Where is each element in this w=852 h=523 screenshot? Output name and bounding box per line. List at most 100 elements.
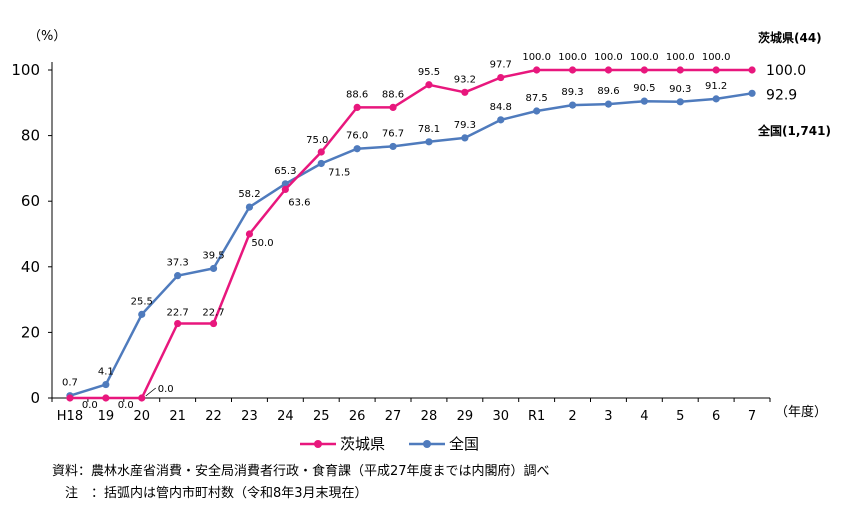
x-tick-label: 22 xyxy=(205,409,222,424)
data-label-1: 87.5 xyxy=(526,93,548,104)
data-point-0 xyxy=(353,103,361,111)
x-tick-label: 6 xyxy=(712,409,720,424)
data-point-1 xyxy=(533,107,541,115)
data-label-0: 100.0 xyxy=(702,52,731,63)
x-tick-label: 21 xyxy=(169,409,186,424)
data-label-1: 65.3 xyxy=(274,166,296,177)
data-point-0 xyxy=(102,394,110,402)
data-label-0: 95.5 xyxy=(418,67,440,78)
y-tick-label: 100 xyxy=(11,61,40,79)
series-lines xyxy=(66,66,756,402)
data-point-0 xyxy=(568,66,577,74)
data-label-0: 100.0 xyxy=(594,52,623,63)
y-tick-label: 0 xyxy=(30,389,40,407)
data-point-1 xyxy=(138,310,146,318)
data-point-0 xyxy=(245,230,254,238)
data-labels: 0.0 0.0 22.7 22.7 50.0 63.6 75.0 88.6 88.6 95.5 93… xyxy=(62,30,831,411)
data-label-1: 76.0 xyxy=(346,131,368,142)
legend-item-ibaraki: 茨城県 xyxy=(298,433,385,454)
end-label-ibaraki: 100.0 xyxy=(766,63,806,79)
data-label-0: 100.0 xyxy=(522,52,551,63)
footnote: 注 ：括弧内は管内市町村数（令和8年3月末現在） xyxy=(52,486,368,501)
data-point-0 xyxy=(209,319,218,328)
data-label-1: 4.1 xyxy=(98,367,114,378)
data-label-1: 58.2 xyxy=(238,189,260,200)
x-tick-label: 25 xyxy=(313,409,330,424)
x-tick-label: 27 xyxy=(385,409,402,424)
data-point-1 xyxy=(317,159,325,168)
data-label-0: 0.0 xyxy=(118,400,134,411)
x-unit-label: （年度） xyxy=(775,404,827,420)
data-label-1: 79.3 xyxy=(454,120,476,131)
data-label-1: 78.1 xyxy=(418,124,440,135)
x-tick-label: 26 xyxy=(349,409,366,424)
x-tick-label: 23 xyxy=(241,409,258,424)
series-tag-national: 全国(1,741) xyxy=(757,123,831,138)
data-point-1 xyxy=(568,101,577,109)
legend-item-national: 全国 xyxy=(407,433,479,454)
x-tick-label: 3 xyxy=(604,409,612,424)
data-point-1 xyxy=(174,272,182,280)
data-label-1: 37.3 xyxy=(167,258,189,269)
data-point-0 xyxy=(138,394,146,402)
data-point-1 xyxy=(748,89,756,97)
data-point-0 xyxy=(676,66,684,74)
x-tick-label: 4 xyxy=(640,409,648,424)
series-line-0 xyxy=(70,68,752,400)
data-point-1 xyxy=(102,380,110,389)
callout-leader xyxy=(145,387,156,397)
callout-label: 0.0 xyxy=(158,384,174,395)
data-label-1: 89.3 xyxy=(561,87,583,98)
x-tick-label: 19 xyxy=(98,409,115,424)
y-tick-label: 80 xyxy=(21,127,40,145)
data-label-1: 39.5 xyxy=(202,250,224,261)
legend-swatch-ibaraki xyxy=(300,439,336,448)
y-tick-label: 20 xyxy=(21,323,40,341)
data-point-1 xyxy=(425,138,433,146)
data-label-0: 88.6 xyxy=(382,89,404,100)
x-tick-label: 20 xyxy=(133,409,150,424)
data-point-1 xyxy=(640,97,648,105)
data-point-1 xyxy=(604,100,613,108)
x-tick-label: 30 xyxy=(492,409,509,424)
data-point-0 xyxy=(461,88,469,96)
data-label-0: 50.0 xyxy=(251,238,273,249)
data-label-1: 91.2 xyxy=(705,81,727,92)
data-label-1: 89.6 xyxy=(597,86,619,97)
data-label-0: 75.0 xyxy=(306,135,328,146)
series-line-1 xyxy=(69,92,753,397)
x-tick-label: 7 xyxy=(748,409,756,424)
data-label-0: 22.7 xyxy=(167,308,189,319)
data-label-0: 93.2 xyxy=(454,74,476,85)
data-point-0 xyxy=(317,148,325,156)
series-tag-ibaraki: 茨城県(44) xyxy=(758,30,822,45)
data-label-1: 25.5 xyxy=(131,296,153,307)
x-tick-label: R1 xyxy=(528,409,545,424)
data-point-0 xyxy=(497,73,505,82)
data-point-0 xyxy=(748,66,756,74)
data-point-1 xyxy=(676,98,684,106)
data-point-1 xyxy=(461,134,469,142)
y-unit-label: （%） xyxy=(28,29,66,44)
data-label-0: 0.0 xyxy=(82,400,98,411)
end-label-national: 92.9 xyxy=(766,87,797,103)
data-point-0 xyxy=(174,319,182,328)
data-point-0 xyxy=(389,103,397,111)
source-note: 資料：農林水産省消費・安全局消費者行政・食育課（平成27年度までは内閣府）調べ xyxy=(52,464,550,479)
data-label-1: 76.7 xyxy=(382,128,404,139)
data-point-1 xyxy=(497,116,505,124)
x-tick-label: 24 xyxy=(277,409,294,424)
notes: 資料：農林水産省消費・安全局消費者行政・食育課（平成27年度までは内閣府）調べ … xyxy=(52,461,550,505)
data-label-0: 100.0 xyxy=(630,52,659,63)
x-tick-label: 5 xyxy=(676,409,684,424)
data-point-0 xyxy=(281,185,289,193)
data-label-0: 100.0 xyxy=(666,52,695,63)
data-point-1 xyxy=(353,145,361,153)
x-tick-label: 2 xyxy=(568,409,576,424)
data-point-1 xyxy=(389,142,397,151)
data-point-1 xyxy=(245,203,254,211)
data-point-1 xyxy=(209,264,218,273)
data-point-1 xyxy=(281,180,289,188)
